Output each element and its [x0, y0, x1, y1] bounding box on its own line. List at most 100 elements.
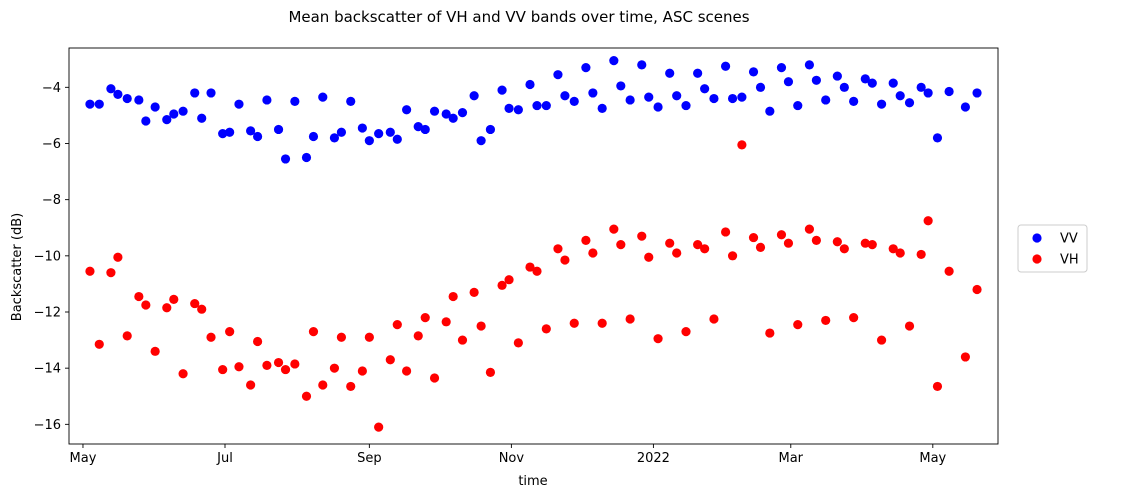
data-point-vh [876, 335, 887, 345]
y-tick-label: −8 [42, 193, 61, 208]
data-point-vh [748, 232, 759, 243]
data-point-vh [504, 275, 514, 285]
data-point-vv [804, 60, 815, 70]
data-point-vv [374, 129, 384, 139]
data-point-vh [839, 244, 849, 254]
data-point-vv [273, 124, 284, 135]
data-point-vh [420, 313, 430, 323]
data-point-vv [793, 100, 803, 111]
data-point-vh [932, 381, 943, 392]
data-point-vv [653, 102, 663, 112]
data-point-vh [672, 248, 682, 258]
data-point-vv [904, 98, 915, 108]
data-point-vv [150, 102, 160, 112]
data-point-vh [392, 320, 402, 330]
data-point-vv [776, 63, 787, 73]
data-point-vh [916, 249, 926, 260]
y-tick-label: −10 [34, 249, 61, 264]
data-point-vv [839, 82, 849, 92]
data-point-vh [413, 331, 423, 341]
data-point-vh [225, 327, 235, 337]
data-point-vv [672, 91, 682, 101]
data-point-vh [849, 313, 859, 323]
data-point-vh [783, 238, 794, 248]
data-point-vv [895, 91, 905, 101]
data-point-vv [190, 88, 200, 98]
data-point-vh [693, 239, 703, 250]
y-tick-label: −12 [34, 306, 61, 321]
data-point-vh [720, 227, 731, 237]
data-point-vv [525, 79, 535, 90]
data-point-vv [532, 100, 542, 111]
data-point-vv [553, 70, 563, 80]
data-point-vh [625, 314, 635, 324]
data-point-vv [413, 122, 423, 132]
data-point-vh [290, 359, 300, 369]
data-point-vh [867, 239, 877, 250]
data-point-vh [888, 244, 898, 254]
data-point-vv [849, 96, 859, 106]
data-point-vh [497, 280, 507, 290]
data-point-vh [246, 380, 256, 390]
legend-label-vv: VV [1060, 232, 1078, 247]
data-point-vv [113, 89, 123, 99]
data-point-vh [448, 291, 458, 302]
legend: VV VH [1017, 224, 1088, 273]
data-point-vh [476, 321, 486, 331]
data-point-vh [895, 248, 905, 258]
data-point-vv [737, 92, 747, 102]
plot-frame [68, 47, 999, 445]
series-vv [85, 56, 982, 164]
data-point-vv [727, 93, 738, 104]
data-point-vh [737, 140, 747, 150]
data-point-vv [429, 106, 440, 116]
data-point-vh [793, 320, 803, 330]
data-point-vv [637, 60, 647, 70]
plot-area: May Jul Sep Nov 2022 Mar May −16 −14 −12 −10 −8 −6 −4 [34, 47, 999, 466]
data-point-vv [234, 99, 244, 109]
data-point-vh [485, 367, 496, 377]
data-point-vv [441, 109, 451, 119]
data-point-vv [178, 106, 188, 116]
data-point-vh [385, 355, 395, 365]
data-point-vh [513, 338, 523, 348]
data-point-vv [504, 103, 514, 113]
data-point-vv [588, 88, 598, 98]
data-point-vv [485, 124, 496, 135]
data-point-vh [262, 360, 272, 370]
data-point-vv [876, 99, 887, 109]
legend-label-vh: VH [1060, 253, 1079, 268]
data-point-vv [246, 126, 256, 136]
data-point-vh [150, 346, 160, 356]
x-tick-label: 2022 [637, 451, 670, 466]
data-point-vv [301, 152, 312, 163]
data-point-vv [811, 75, 821, 85]
legend-marker-vv [1032, 233, 1042, 243]
data-point-vh [134, 291, 144, 302]
data-point-vv [162, 115, 172, 125]
data-point-vv [364, 136, 374, 146]
data-point-vv [336, 127, 347, 137]
data-point-vh [469, 287, 479, 297]
data-point-vh [755, 242, 766, 253]
data-point-vh [644, 252, 654, 262]
data-point-vv [392, 134, 402, 144]
data-point-vh [357, 366, 367, 376]
data-point-vv [122, 93, 132, 104]
data-point-vh [832, 237, 842, 247]
data-point-vh [336, 332, 347, 342]
x-tick-label: Sep [357, 451, 382, 466]
x-tick-label: May [70, 451, 97, 466]
data-point-vh [609, 224, 619, 234]
data-point-vv [469, 91, 479, 101]
data-point-vh [318, 380, 328, 390]
chart-title: Mean backscatter of VH and VV bands over… [288, 8, 749, 26]
data-point-vh [280, 364, 291, 375]
data-point-vv [609, 56, 619, 66]
data-point-vh [141, 300, 151, 310]
data-point-vh [94, 339, 104, 349]
data-point-vv [860, 74, 870, 84]
data-point-vv [329, 133, 340, 143]
data-point-vh [944, 266, 954, 276]
data-point-vv [625, 95, 635, 105]
